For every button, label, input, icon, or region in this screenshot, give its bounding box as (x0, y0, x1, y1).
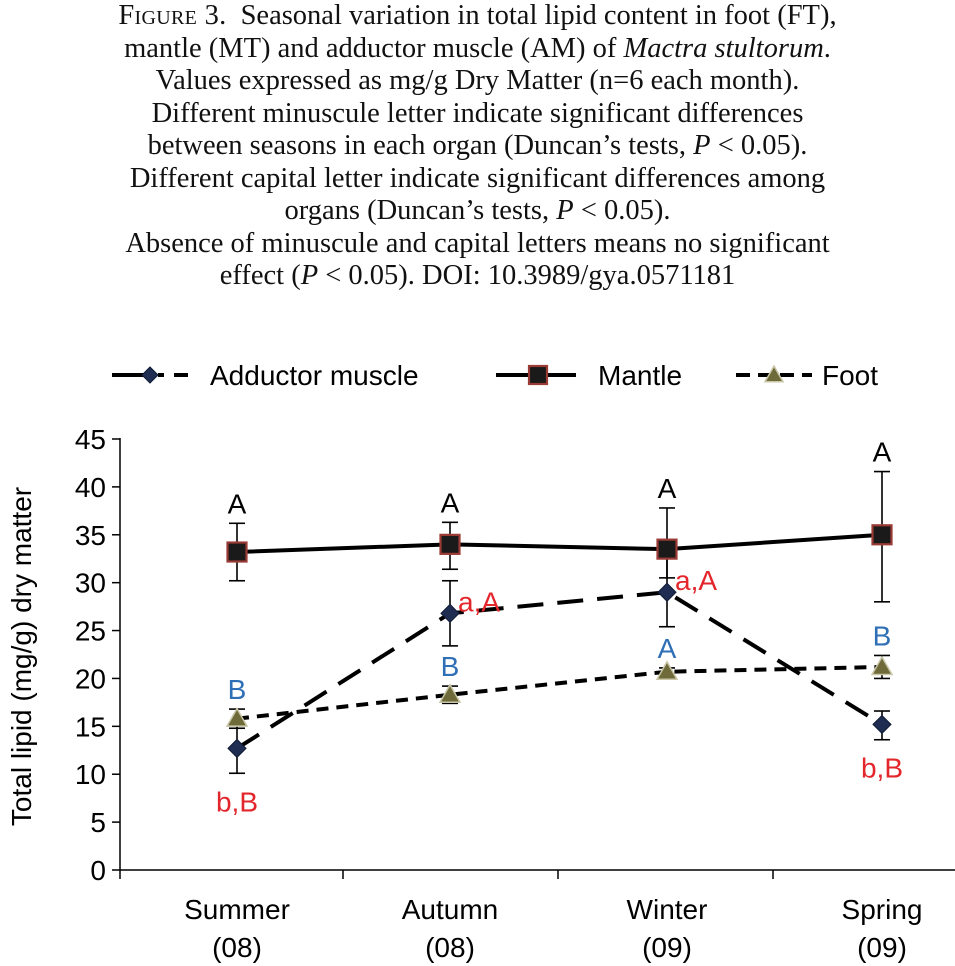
mantle-point (656, 538, 678, 560)
mantle-significance-label: A (441, 487, 460, 518)
figure-caption: Figure 3. Seasonal variation in total lip… (0, 0, 955, 293)
caption-line-3: Values expressed as mg/g Dry Matter (n=6… (155, 65, 800, 96)
x-tick-label: Winter (627, 894, 708, 925)
caption-line-9: effect (P < 0.05). DOI: 10.3989/gya.0571… (0, 260, 955, 293)
species-name: Mactra stultorum (623, 32, 824, 64)
x-tick-label: (09) (857, 932, 907, 963)
caption-line-4: Different minuscule letter indicate sign… (151, 97, 804, 129)
caption-text: < 0.05). DOI: 10.3989/gya.0571181 (318, 260, 736, 291)
adductor-muscle-point (657, 582, 677, 602)
mantle-point (871, 524, 893, 546)
x-tick-label: (08) (425, 932, 475, 963)
legend-mantle-marker (527, 364, 549, 386)
caption-text: mantle (MT) and adductor muscle (AM) of (124, 32, 624, 64)
adductor-muscle-significance-label: a,A (675, 565, 717, 596)
adductor-muscle-point (227, 738, 247, 759)
y-tick-label: 45 (75, 424, 106, 455)
adductor-muscle-significance-label: b,B (861, 753, 903, 784)
foot-significance-label: A (658, 633, 677, 664)
foot-significance-label: B (873, 620, 892, 651)
caption-text: Seasonal variation in total lipid conten… (240, 0, 837, 31)
caption-text: < 0.05). (573, 195, 671, 226)
adductor-muscle-significance-label: a,A (458, 586, 500, 617)
caption-line-7: organs (Duncan’s tests, P < 0.05). (0, 195, 955, 228)
caption-line-8: Absence of minuscule and capital letters… (125, 227, 830, 259)
caption-text: between seasons in each organ (Duncan’s … (147, 130, 694, 161)
foot-series-line (236, 664, 883, 721)
y-tick-label: 5 (90, 807, 106, 838)
x-tick-label: Autumn (402, 894, 499, 925)
legend-foot-marker (763, 364, 785, 383)
caption-text: < 0.05). (710, 130, 808, 161)
foot-point (870, 655, 894, 676)
foot-point (225, 707, 249, 727)
mantle-point (226, 541, 248, 563)
y-tick-label: 30 (75, 568, 106, 599)
mantle-point (439, 533, 461, 555)
y-tick-label: 40 (75, 472, 106, 503)
y-axis-label: Total lipid (mg/g) dry matter (6, 487, 37, 826)
y-tick-label: 25 (75, 616, 106, 647)
x-tick-label: Summer (184, 894, 290, 925)
adductor-muscle-significance-label: b,B (216, 786, 258, 817)
y-tick-label: 10 (75, 759, 106, 790)
legend-foot-label: Foot (822, 360, 878, 391)
caption-line-6: Different capital letter indicate signif… (129, 162, 826, 194)
y-tick-label: 15 (75, 711, 106, 742)
caption-text: organs (Duncan’s tests, (284, 195, 557, 226)
caption-text: . (823, 32, 831, 64)
foot-significance-label: B (228, 674, 247, 705)
mantle-significance-label: A (873, 437, 892, 468)
legend-adductor-muscle-marker (141, 366, 159, 384)
p-symbol: P (693, 130, 711, 161)
adductor-muscle-point (872, 714, 892, 735)
x-tick-label: (09) (642, 932, 692, 963)
y-tick-label: 0 (90, 855, 106, 886)
lipid-line-chart: 0 5 10 15 20 25 30 35 40 45 Summer (08) Autumn (08) Wi… (6, 360, 955, 963)
caption-text: effect ( (219, 260, 301, 291)
caption-line-1: Figure 3. Seasonal variation in total lip… (0, 0, 955, 33)
foot-point (655, 660, 679, 680)
legend-mantle-label: Mantle (598, 360, 682, 391)
adductor-muscle-series-line (235, 590, 884, 751)
figure-label: Figure 3. (118, 0, 227, 31)
p-symbol: P (300, 260, 319, 291)
mantle-significance-label: A (228, 488, 247, 519)
x-tick-label: (08) (212, 932, 262, 963)
y-tick-label: 35 (75, 520, 106, 551)
x-tick-label: Spring (842, 894, 923, 925)
foot-significance-label: B (441, 651, 460, 682)
y-tick-label: 20 (75, 663, 106, 694)
adductor-muscle-point (440, 603, 460, 624)
caption-line-2: mantle (MT) and adductor muscle (AM) of … (0, 33, 955, 66)
caption-line-5: between seasons in each organ (Duncan’s … (0, 130, 955, 163)
legend-adductor-muscle-label: Adductor muscle (210, 360, 419, 391)
mantle-series-line (236, 532, 883, 555)
foot-point (438, 683, 462, 703)
mantle-significance-label: A (658, 473, 677, 504)
p-symbol: P (556, 195, 574, 226)
